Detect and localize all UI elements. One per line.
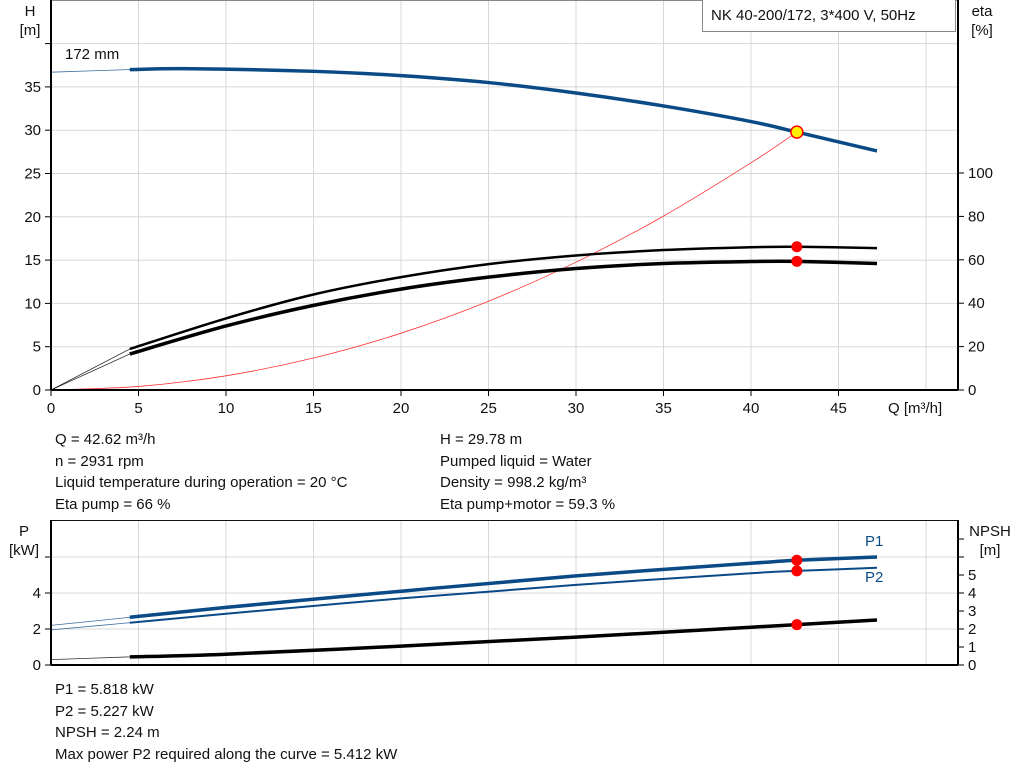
info-right: H = 29.78 m Pumped liquid = Water Densit…: [440, 429, 615, 515]
info-eta-pump-motor: Eta pump+motor = 59.3 %: [440, 495, 616, 513]
info-density: Density = 998.2 kg/m³: [440, 474, 587, 491]
npsh-axis-label: NPSH: [969, 523, 1011, 540]
h-tick-label: 35: [24, 79, 41, 96]
eta-tick-label: 80: [968, 208, 985, 225]
h-tick-label: 30: [24, 122, 41, 139]
axes: 0 5 10 15 20 25 30 35 40 450510152025303502040608…: [24, 0, 993, 674]
p-axis-unit: [kW]: [9, 542, 39, 559]
eta-axis-unit: [%]: [971, 22, 993, 39]
x-tick-label: 10: [218, 400, 235, 417]
h-tick-label: 20: [24, 209, 41, 226]
h-axis-label: H: [25, 3, 36, 20]
p-tick-label: 4: [33, 585, 41, 602]
info-flow: Q = 42.62 m³/h: [55, 431, 156, 448]
p2-label: P2: [865, 569, 883, 586]
duty-point-eta_pump_motor: [791, 255, 803, 267]
head-curve-extrapolated: [50, 69, 130, 73]
x-tick-label: 15: [305, 400, 322, 417]
h-tick-label: 0: [33, 382, 41, 399]
duty-point-P1: [791, 554, 803, 566]
eta-tick-label: 100: [968, 165, 993, 182]
info-head: H = 29.78 m: [440, 431, 523, 448]
h-tick-label: 25: [24, 166, 41, 183]
info-npsh: NPSH = 2.24 m: [55, 724, 160, 741]
q-axis-label: Q [m³/h]: [888, 400, 942, 417]
duty-point-head: [790, 125, 804, 139]
p-tick-label: 2: [33, 621, 41, 638]
info-liquid: Pumped liquid = Water: [440, 452, 592, 470]
x-tick-label: 20: [393, 400, 410, 417]
h-tick-label: 5: [33, 339, 41, 356]
p2-curve: [129, 566, 878, 624]
info-p2: P2 = 5.227 kW: [55, 702, 154, 720]
bottom-grid: [51, 520, 958, 665]
eta-tick-label: 20: [968, 339, 985, 356]
x-tick-label: 30: [568, 400, 585, 417]
npsh-tick-label: 4: [968, 585, 976, 602]
x-tick-label: 45: [830, 400, 847, 417]
npsh-curve-extrapolated: [50, 656, 130, 660]
duty-point-NPSH: [791, 619, 803, 631]
npsh-tick-label: 1: [968, 639, 976, 656]
eta-pump-motor-curve-extrapolated: [50, 353, 130, 391]
npsh-tick-label: 3: [968, 603, 976, 620]
eta-pump-curve-extrapolated: [50, 348, 130, 391]
p1-curve: [129, 555, 878, 620]
p1-curve-extrapolated: [50, 616, 130, 626]
info-temperature: Liquid temperature during operation = 20…: [55, 474, 348, 491]
x-tick-label: 35: [655, 400, 672, 417]
info-eta-pump: Eta pump = 66 %: [55, 495, 171, 513]
info-p1: P1 = 5.818 kW: [55, 681, 154, 698]
head-curve: [129, 66, 878, 153]
h-axis-unit: [m]: [20, 22, 41, 39]
npsh-curve: [129, 618, 878, 659]
npsh-tick-label: 5: [968, 567, 976, 584]
eta-axis-label: eta: [972, 3, 994, 20]
p1-label: P1: [865, 533, 883, 550]
npsh-tick-label: 2: [968, 621, 976, 638]
npsh-axis-unit: [m]: [980, 542, 1001, 559]
x-tick-label: 25: [480, 400, 497, 417]
curves: [50, 66, 878, 660]
eta-tick-label: 0: [968, 382, 976, 399]
duty-point-eta_pump: [791, 241, 803, 253]
h-tick-label: 15: [24, 252, 41, 269]
pump-title: NK 40-200/172, 3*400 V, 50Hz: [702, 0, 956, 32]
duty-point-P2: [791, 565, 803, 577]
npsh-tick-label: 0: [968, 657, 976, 674]
x-tick-label: 5: [134, 400, 142, 417]
x-tick-label: 40: [743, 400, 760, 417]
eta-tick-label: 60: [968, 252, 985, 269]
info-max-p2: Max power P2 required along the curve = …: [55, 745, 398, 763]
system-curve: [50, 131, 798, 391]
p2-curve-extrapolated: [50, 622, 130, 631]
eta-pump-motor-curve: [129, 259, 878, 356]
h-tick-label: 10: [24, 295, 41, 312]
info-bottom: P1 = 5.818 kW P2 = 5.227 kW NPSH = 2.24 …: [55, 679, 397, 765]
p-axis-label: P: [19, 523, 29, 540]
info-left: Q = 42.62 m³/h n = 2931 rpm Liquid tempe…: [55, 429, 347, 515]
x-tick-label: 0: [47, 400, 55, 417]
eta-tick-label: 40: [968, 295, 985, 312]
p-tick-label: 0: [33, 657, 41, 674]
impeller-annotation: 172 mm: [65, 46, 119, 63]
info-speed: n = 2931 rpm: [55, 452, 144, 470]
eta-pump-curve: [129, 245, 878, 351]
